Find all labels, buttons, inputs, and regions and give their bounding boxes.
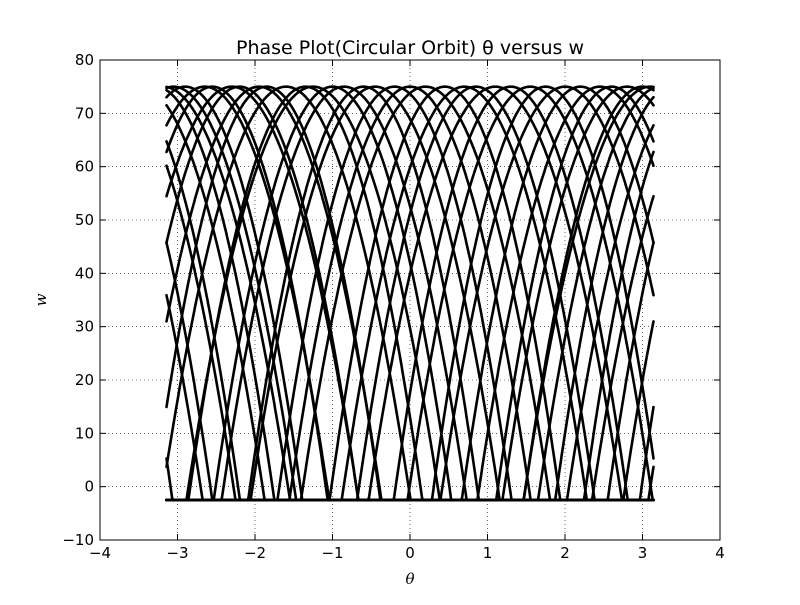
y-tick-labels: −10 0 10 20 30 40 50 60 70 80 [62, 51, 94, 549]
x-tick-label: 1 [483, 544, 493, 562]
y-tick-label: 0 [84, 478, 94, 496]
phase-traces [165, 85, 655, 502]
y-tick-label: 30 [75, 318, 94, 336]
chart-title: Phase Plot(Circular Orbit) θ versus w [236, 37, 584, 59]
x-tick-label: −1 [321, 544, 343, 562]
x-tick-label: 3 [638, 544, 648, 562]
phase-trace-32 [165, 85, 655, 502]
x-tick-label: 4 [715, 544, 725, 562]
axis-ticks [99, 59, 721, 541]
x-tick-label: 2 [560, 544, 570, 562]
y-tick-label: 50 [75, 211, 94, 229]
y-axis-label: w [32, 293, 50, 306]
y-tick-label: −10 [62, 531, 94, 549]
y-tick-label: 10 [75, 424, 94, 442]
y-tick-label: 70 [75, 104, 94, 122]
x-tick-labels: −4 −3 −2 −1 0 1 2 3 4 [89, 544, 725, 562]
y-tick-label: 80 [75, 51, 94, 69]
x-tick-label: −3 [166, 544, 188, 562]
y-tick-label: 40 [75, 264, 94, 282]
x-tick-label: 0 [405, 544, 415, 562]
y-tick-label: 60 [75, 158, 94, 176]
x-tick-label: −4 [89, 544, 111, 562]
x-axis-label: θ [405, 570, 414, 588]
y-tick-label: 20 [75, 371, 94, 389]
x-tick-label: −2 [244, 544, 266, 562]
